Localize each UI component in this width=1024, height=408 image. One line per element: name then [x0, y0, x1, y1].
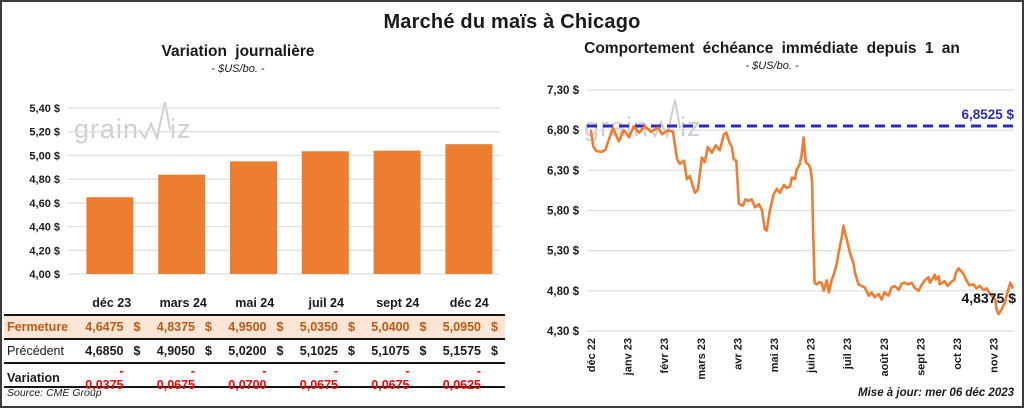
table-cell: 4,9500 $ — [228, 320, 284, 334]
watermark-text: grain — [74, 114, 140, 144]
bar-chart: 5,40 $ 5,20 $ 5,00 $ 4,80 $ 4,60 $ 4,40 $ 4,20… — [29, 103, 500, 281]
table-cell: - 0,0700 — [228, 364, 267, 392]
table-row-fermeture: Fermeture 4,6475 $ 4,8375 $ 4,9500 $ 5,0350 $ 5,0… — [4, 314, 505, 340]
column-header: déc 23 — [92, 296, 132, 310]
x-axis-tick-label: oct 23 — [952, 338, 964, 370]
x-axis-tick-label: août 23 — [879, 338, 891, 377]
y-axis-tick-label: 6,80 $ — [547, 125, 580, 137]
bar-sept 24 — [373, 150, 421, 274]
table-cell: 5,1025 $ — [299, 344, 355, 358]
zigzag-line-icon — [648, 99, 682, 140]
bar-chart-subtitle: - $US/bo. - — [211, 63, 265, 75]
table-cell: 5,0400 $ — [371, 320, 427, 334]
x-axis-tick-label: nov 23 — [989, 338, 1001, 373]
y-axis-tick-label: 4,80 $ — [29, 174, 60, 186]
table-cell: - 0,0625 — [442, 364, 481, 392]
source-note: Source: CME Group — [7, 387, 102, 399]
column-header: mai 24 — [235, 296, 275, 310]
x-axis-tick-label: janv 23 — [623, 338, 635, 376]
page-title: Marché du maïs à Chicago — [383, 11, 641, 33]
table-cell: 5,1075 $ — [371, 344, 427, 358]
line-chart-subtitle: - $US/bo. - — [745, 60, 799, 72]
table-cell: 5,1575 $ — [442, 344, 498, 358]
last-price-label: 4,8375 $ — [962, 290, 1017, 306]
table-cell: 4,6850 $ — [85, 344, 141, 358]
y-axis-tick-label: 5,30 $ — [547, 246, 580, 258]
y-axis-tick-label: 4,20 $ — [29, 245, 60, 257]
watermark-text: iz — [170, 114, 192, 144]
x-axis-tick-label: févr 23 — [659, 338, 671, 373]
price-line — [589, 124, 1014, 316]
table-cell: 4,8375 $ — [156, 320, 212, 334]
table-cell: - 0,0675 — [371, 364, 410, 392]
row-label: Variation — [7, 371, 60, 385]
table-cell: 4,6475 $ — [85, 320, 141, 334]
row-label: Fermeture — [7, 320, 69, 334]
y-axis-tick-label: 4,60 $ — [29, 198, 60, 210]
table-cell: 5,0200 $ — [228, 344, 284, 358]
line-chart-title: Comportement échéance immédiate depuis 1… — [584, 40, 960, 57]
bar-mars 24 — [158, 174, 206, 274]
table-header-row: déc 23 mars 24 mai 24 juil 24 sept 24 déc 24 — [4, 292, 505, 314]
y-axis-tick-label: 4,40 $ — [29, 222, 60, 234]
bar-mai 24 — [230, 161, 277, 274]
futures-table: déc 23 mars 24 mai 24 juil 24 sept 24 déc 24 F… — [4, 292, 505, 392]
x-axis-tick-label: juil 23 — [842, 338, 854, 370]
x-axis-tick-label: mai 23 — [769, 338, 781, 372]
table-cell: - 0,0675 — [156, 364, 195, 392]
x-axis-tick-label: sept 23 — [915, 338, 927, 376]
y-axis-tick-label: 4,00 $ — [29, 269, 60, 281]
y-axis-tick-label: 5,00 $ — [29, 150, 60, 162]
y-axis-tick-label: 5,40 $ — [29, 103, 60, 115]
table-cell: 5,0350 $ — [299, 320, 355, 334]
column-header: juil 24 — [308, 296, 344, 310]
y-axis-tick-label: 6,30 $ — [547, 165, 580, 177]
y-axis-tick-label: 5,20 $ — [29, 127, 60, 139]
column-header: déc 24 — [449, 296, 489, 310]
x-axis-tick-label: juin 23 — [806, 338, 818, 374]
table-row-variation: Variation - 0,0375 - 0,0675 - 0,0700 - 0,067… — [4, 364, 505, 392]
y-axis-tick-label: 4,80 $ — [547, 286, 580, 298]
bar-déc 24 — [445, 144, 493, 274]
zigzag-line-icon — [138, 101, 172, 142]
table-cell: 4,9050 $ — [156, 344, 212, 358]
y-axis-tick-label: 7,30 $ — [547, 85, 580, 97]
line-chart: 7,30 $ 6,80 $ 6,30 $ 5,80 $ 5,30 $ 4,80 $ 4,30… — [547, 85, 1017, 380]
column-header: mars 24 — [159, 296, 207, 310]
bar-juil 24 — [301, 151, 349, 274]
table-cell: 5,0950 $ — [442, 320, 498, 334]
table-cell: - 0,0675 — [299, 364, 338, 392]
x-axis-tick-label: mars 23 — [696, 338, 708, 380]
updated-note: Mise à jour: mer 06 déc 2023 — [858, 387, 1014, 399]
row-label: Précédent — [7, 344, 64, 358]
column-header: sept 24 — [376, 296, 420, 310]
table-cell: - 0,0375 — [85, 364, 124, 392]
reference-line-label: 6,8525 $ — [961, 107, 1014, 122]
x-axis-tick-label: avr 23 — [732, 338, 744, 370]
bar-déc 23 — [86, 197, 134, 274]
y-axis-tick-label: 5,80 $ — [547, 206, 580, 218]
table-row-precedent: Précédent 4,6850 $ 4,9050 $ 5,0200 $ 5,1025 $ 5,1… — [4, 340, 505, 364]
bar-chart-title: Variation journalière — [161, 43, 315, 60]
x-axis-tick-label: déc 22 — [586, 338, 598, 372]
y-axis-tick-label: 4,30 $ — [547, 326, 580, 338]
